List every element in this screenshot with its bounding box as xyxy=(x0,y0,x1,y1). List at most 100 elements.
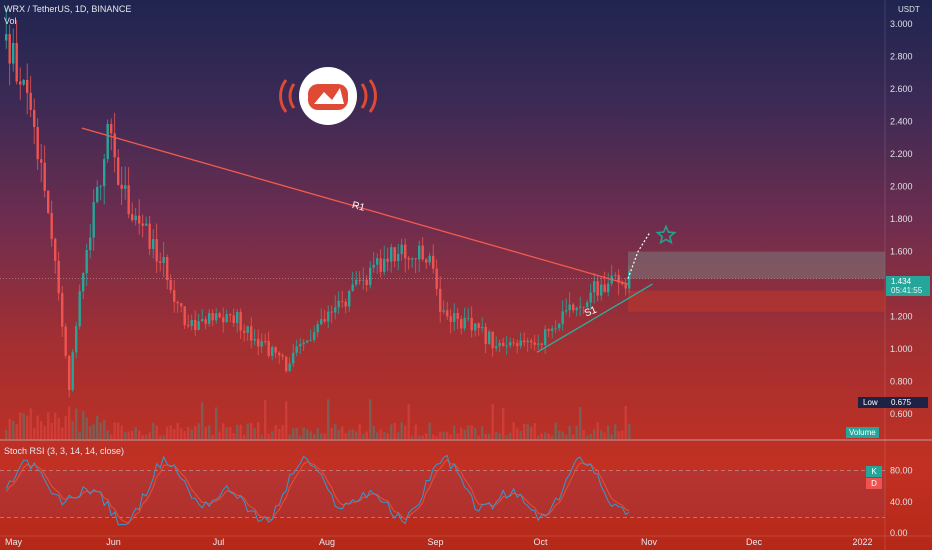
volume-bar xyxy=(92,424,95,440)
volume-bar xyxy=(127,431,130,440)
candle-body xyxy=(460,319,463,329)
candle-body xyxy=(407,258,410,260)
candle-body xyxy=(155,239,158,262)
target-star-icon xyxy=(655,224,677,245)
candle-body xyxy=(600,284,603,296)
volume-bar xyxy=(145,434,148,440)
price-tick: 3.000 xyxy=(890,19,913,29)
candle-body xyxy=(530,340,533,343)
candle-body xyxy=(243,330,246,333)
volume-bar xyxy=(306,429,309,440)
candle-body xyxy=(603,284,606,293)
volume-bar xyxy=(208,425,211,440)
volume-bar xyxy=(533,423,536,440)
volume-bar xyxy=(519,430,522,440)
volume-bar xyxy=(274,424,277,440)
volume-bar xyxy=(43,425,46,440)
volume-bar xyxy=(33,428,36,440)
volume-bar xyxy=(113,422,116,440)
volume-bar xyxy=(323,433,326,440)
volume-bar xyxy=(222,423,225,440)
volume-bar xyxy=(12,420,15,440)
volume-bar xyxy=(134,427,137,440)
candle-body xyxy=(267,341,270,356)
volume-bar xyxy=(491,404,494,440)
candle-body xyxy=(463,317,466,329)
candle-body xyxy=(558,323,561,329)
candle-body xyxy=(281,355,284,357)
time-tick: Oct xyxy=(533,537,548,547)
volume-bar xyxy=(369,399,372,440)
volume-bar xyxy=(285,401,288,440)
candle-body xyxy=(435,268,438,289)
volume-bar xyxy=(547,433,550,440)
candle-body xyxy=(474,323,477,331)
candle-body xyxy=(414,258,417,260)
volume-bar xyxy=(194,425,197,440)
volume-bar xyxy=(344,433,347,440)
volume-bar xyxy=(365,431,368,440)
volume-bar xyxy=(225,427,228,440)
volume-bar xyxy=(246,423,249,440)
volume-bar xyxy=(253,428,256,440)
rsi-tick: 40.00 xyxy=(890,497,913,507)
volume-bar xyxy=(257,422,260,440)
candle-body xyxy=(428,255,431,263)
volume-bar xyxy=(418,435,421,440)
candle-body xyxy=(337,300,340,308)
candle-body xyxy=(232,315,235,324)
candle-body xyxy=(397,254,400,262)
candle-body xyxy=(302,342,305,345)
volume-bar xyxy=(183,430,186,440)
volume-bar xyxy=(250,422,253,440)
candle-body xyxy=(442,310,445,312)
candle-body xyxy=(330,311,333,313)
volume-bar xyxy=(586,435,589,440)
candle-body xyxy=(162,257,165,263)
volume-bar xyxy=(75,408,78,440)
candle-body xyxy=(383,258,386,272)
candle-body xyxy=(351,284,354,291)
volume-bar xyxy=(481,426,484,440)
support-label: S1 xyxy=(583,304,599,319)
candle-body xyxy=(68,355,71,391)
candle-body xyxy=(180,303,183,307)
volume-bar xyxy=(89,425,92,440)
candle-body xyxy=(586,302,589,307)
volume-bar xyxy=(201,402,204,440)
volume-bar xyxy=(54,412,57,440)
candle-body xyxy=(526,340,529,343)
candle-body xyxy=(246,326,249,333)
candle-body xyxy=(71,352,74,391)
candle-body xyxy=(484,326,487,344)
candle-body xyxy=(40,159,43,163)
candle-body xyxy=(183,306,186,326)
time-tick: May xyxy=(5,537,23,547)
volume-bar xyxy=(99,422,102,440)
candle-body xyxy=(554,328,557,330)
volume-bar xyxy=(484,433,487,440)
volume-bar xyxy=(36,415,39,440)
volume-bar xyxy=(453,425,456,440)
candle-body xyxy=(292,352,295,364)
candle-body xyxy=(194,319,197,331)
candle-body xyxy=(320,319,323,325)
volume-tag: Volume xyxy=(846,427,879,438)
candle-body xyxy=(306,340,309,343)
time-tick: Nov xyxy=(641,537,658,547)
candle-body xyxy=(169,279,172,291)
volume-bar xyxy=(512,422,515,440)
candle-body xyxy=(222,317,225,323)
volume-bar xyxy=(288,434,291,440)
candle-body xyxy=(579,306,582,308)
candle-body xyxy=(607,283,610,293)
low-tag-label: Low xyxy=(863,398,878,407)
volume-bar xyxy=(400,422,403,440)
zone-stop xyxy=(628,290,885,312)
low-tag: Low 0.675 xyxy=(858,397,928,408)
volume-bar xyxy=(379,429,382,440)
volume-bar xyxy=(106,430,109,440)
candle-body xyxy=(509,342,512,346)
current-price-tag: 1.434 05:41:55 xyxy=(886,276,930,296)
